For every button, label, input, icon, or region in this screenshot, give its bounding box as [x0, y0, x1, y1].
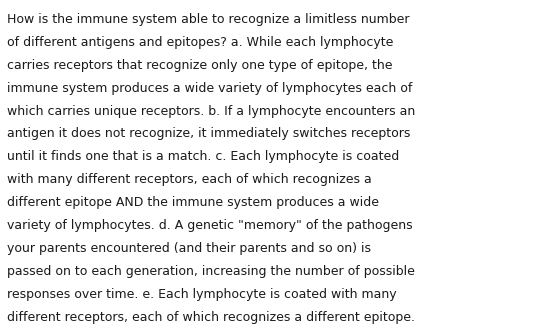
Text: which carries unique receptors. b. If a lymphocyte encounters an: which carries unique receptors. b. If a …: [7, 105, 415, 118]
Text: responses over time. e. Each lymphocyte is coated with many: responses over time. e. Each lymphocyte …: [7, 288, 396, 301]
Text: of different antigens and epitopes? a. While each lymphocyte: of different antigens and epitopes? a. W…: [7, 36, 393, 49]
Text: your parents encountered (and their parents and so on) is: your parents encountered (and their pare…: [7, 242, 371, 255]
Text: immune system produces a wide variety of lymphocytes each of: immune system produces a wide variety of…: [7, 82, 412, 94]
Text: different receptors, each of which recognizes a different epitope.: different receptors, each of which recog…: [7, 311, 415, 324]
Text: different epitope AND the immune system produces a wide: different epitope AND the immune system …: [7, 196, 379, 209]
Text: until it finds one that is a match. c. Each lymphocyte is coated: until it finds one that is a match. c. E…: [7, 150, 399, 163]
Text: carries receptors that recognize only one type of epitope, the: carries receptors that recognize only on…: [7, 59, 392, 72]
Text: variety of lymphocytes. d. A genetic "memory" of the pathogens: variety of lymphocytes. d. A genetic "me…: [7, 219, 412, 232]
Text: How is the immune system able to recognize a limitless number: How is the immune system able to recogni…: [7, 13, 409, 26]
Text: passed on to each generation, increasing the number of possible: passed on to each generation, increasing…: [7, 265, 415, 278]
Text: with many different receptors, each of which recognizes a: with many different receptors, each of w…: [7, 174, 372, 186]
Text: antigen it does not recognize, it immediately switches receptors: antigen it does not recognize, it immedi…: [7, 128, 410, 140]
